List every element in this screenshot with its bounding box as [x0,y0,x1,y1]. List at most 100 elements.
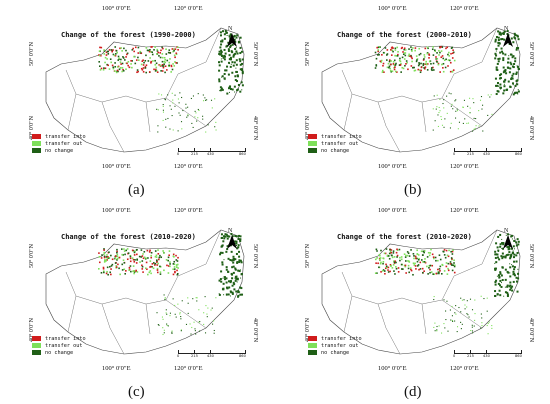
forest-pixel [222,56,225,59]
forest-pixel [416,58,419,60]
forest-pixel [213,332,215,334]
forest-pixel [180,318,182,320]
forest-pixel [116,259,118,261]
forest-pixel [173,263,176,266]
forest-pixel [223,37,226,40]
scale-label: 430 [207,152,214,156]
forest-pixel [179,313,181,315]
forest-pixel [169,265,171,268]
forest-pixel [107,256,109,258]
forest-pixel [133,50,135,53]
forest-pixel [133,251,136,254]
forest-pixel [238,255,241,258]
forest-pixel [393,59,396,62]
forest-pixel [129,260,132,263]
forest-pixel [174,94,176,96]
forest-pixel [220,87,223,90]
forest-pixel [117,70,119,73]
forest-pixel [237,238,240,241]
forest-pixel [503,69,506,72]
forest-pixel [506,291,509,294]
forest-pixel [517,93,519,95]
forest-pixel [386,53,389,55]
forest-pixel [472,98,474,100]
forest-pixel [179,312,181,314]
forest-pixel [428,57,430,59]
forest-pixel [229,65,232,68]
legend-label: no change [321,147,350,154]
forest-pixel [378,253,381,256]
forest-pixel [513,248,515,250]
forest-pixel [496,275,498,277]
legend-swatch [308,134,317,139]
forest-pixel [375,57,378,60]
caption-b: (b) [404,182,422,198]
forest-pixel [439,46,441,49]
forest-pixel [400,62,402,65]
forest-pixel [426,69,429,71]
forest-pixel [421,254,424,256]
forest-pixel [495,48,497,50]
forest-pixel [235,240,238,243]
forest-pixel [402,67,405,70]
forest-pixel [122,57,125,59]
forest-pixel [436,61,438,63]
forest-pixel [204,332,207,334]
forest-pixel [404,54,407,57]
forest-pixel [114,65,117,68]
forest-pixel [202,115,204,117]
forest-pixel [439,265,442,268]
forest-pixel [382,62,385,65]
scale-label: 215 [191,354,198,358]
forest-pixel [396,254,399,257]
forest-pixel [514,84,517,87]
forest-pixel [512,250,514,252]
forest-pixel [510,53,513,56]
latitude-label-right-40: 40° 0′0″N [528,116,534,141]
forest-pixel [399,57,401,60]
forest-pixel [499,271,502,274]
legend-swatch [32,343,41,348]
forest-pixel [418,268,420,271]
forest-pixel [214,126,216,128]
forest-pixel [181,128,183,130]
forest-pixel [176,273,179,275]
forest-pixel [397,267,400,269]
forest-pixel [116,255,119,258]
forest-pixel [100,271,103,274]
forest-pixel [449,70,452,73]
forest-pixel [219,253,222,256]
forest-pixel [106,259,108,261]
forest-pixel [386,49,389,51]
forest-pixel [444,256,447,259]
forest-pixel [131,249,134,252]
legend-label: transfer into [321,133,362,140]
forest-pixel [438,54,440,56]
forest-pixel [203,312,205,314]
forest-pixel [423,261,426,263]
forest-pixel [450,319,452,321]
forest-pixel [471,330,474,332]
forest-pixel [404,49,407,51]
legend-label: transfer out [321,342,359,349]
forest-pixel [165,126,167,128]
forest-pixel [404,265,407,268]
forest-pixel [167,94,169,96]
forest-pixel [396,55,399,57]
forest-pixel [410,269,413,272]
forest-pixel [220,51,223,53]
forest-pixel [99,46,101,49]
forest-pixel [388,66,390,69]
forest-pixel [410,46,412,48]
forest-pixel [235,277,238,280]
forest-pixel [497,282,500,285]
forest-pixel [141,268,144,270]
forest-pixel [449,61,452,64]
forest-pixel [415,55,418,57]
forest-pixel [515,244,518,247]
forest-pixel [400,258,403,261]
forest-pixel [106,266,109,269]
forest-pixel [187,106,189,108]
forest-pixel [104,61,106,64]
forest-pixel [220,58,222,60]
